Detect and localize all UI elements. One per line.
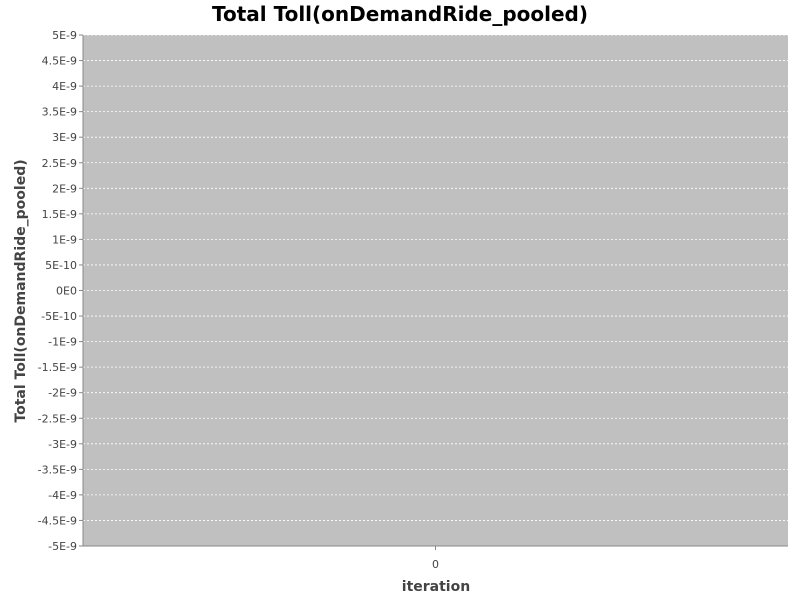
chart-title: Total Toll(onDemandRide_pooled) [212,2,588,26]
x-axis-ticks: 0 [432,546,439,571]
y-tick-label: 4E-9 [52,80,77,93]
y-tick-label: -3E-9 [48,438,77,451]
y-tick-label: -4E-9 [48,489,77,502]
y-tick-label: 3E-9 [52,131,77,144]
y-tick-label: 1E-9 [52,233,77,246]
y-tick-label: 1.5E-9 [42,208,77,221]
y-tick-label: 5E-9 [52,29,77,42]
y-tick-label: -2.5E-9 [38,412,77,425]
y-tick-label: 2E-9 [52,182,77,195]
y-tick-label: -2E-9 [48,387,77,400]
x-axis-label: iteration [402,579,470,595]
y-axis-ticks: 5E-9 4.5E-9 4E-9 3.5E-9 3E-9 2.5E-9 2E-9 1.5E-9… [38,29,83,553]
y-tick-label: -5E-9 [48,540,77,553]
y-tick-label: -1.5E-9 [38,361,77,374]
y-tick-label: -5E-10 [41,310,77,323]
y-axis-label: Total Toll(onDemandRide_pooled) [13,159,29,422]
x-tick-label: 0 [432,558,439,571]
y-tick-label: -1E-9 [48,336,77,349]
y-tick-label: -3.5E-9 [38,463,77,476]
y-tick-label: 0E0 [56,285,77,298]
y-tick-label: -4.5E-9 [38,514,77,527]
y-tick-label: 3.5E-9 [42,106,77,119]
y-tick-label: 5E-10 [45,259,77,272]
y-tick-label: 2.5E-9 [42,157,77,170]
y-tick-label: 4.5E-9 [42,55,77,68]
